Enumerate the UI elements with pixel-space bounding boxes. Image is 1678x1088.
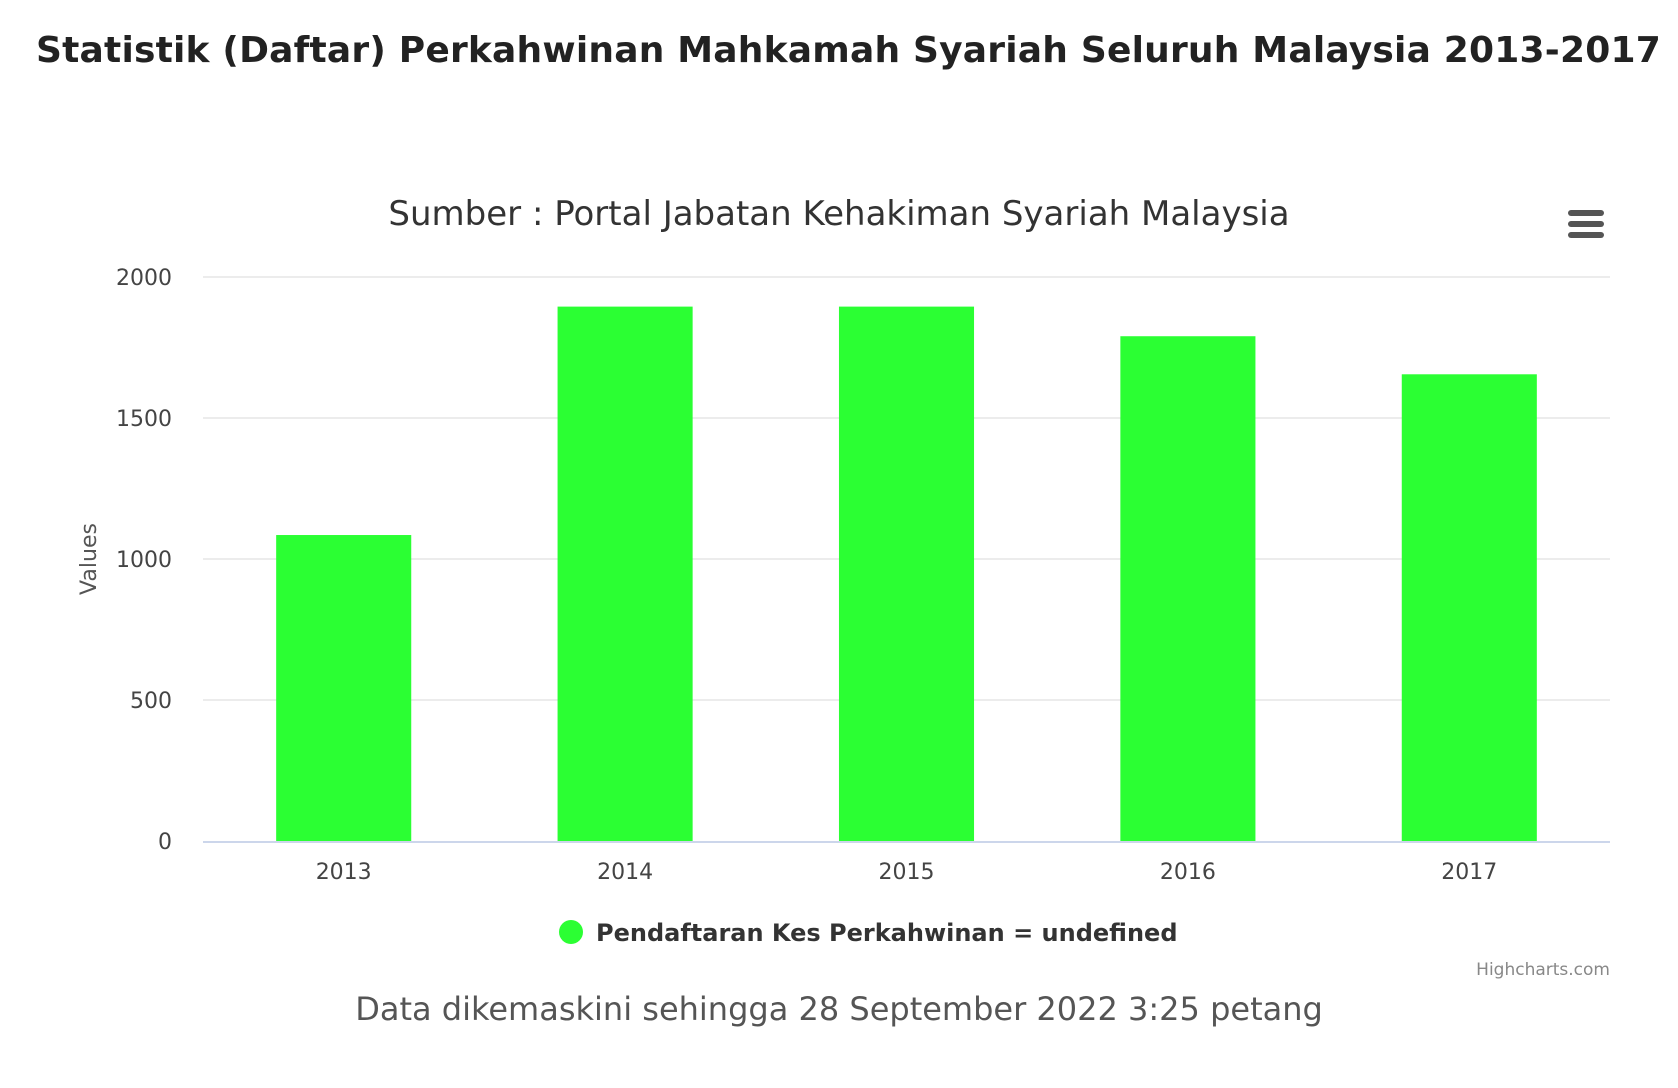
bar-2016[interactable] (1120, 336, 1256, 841)
bar-2013[interactable] (276, 535, 412, 841)
x-tick-label: 2016 (1160, 860, 1216, 885)
last-updated-note: Data dikemaskini sehingga 28 September 2… (355, 990, 1323, 1028)
legend-label: Pendaftaran Kes Perkahwinan = undefined (596, 919, 1178, 947)
bar-2015[interactable] (838, 306, 975, 841)
x-tick-label: 2015 (879, 860, 935, 885)
bar-2014[interactable] (557, 306, 693, 841)
menu-line (1568, 221, 1604, 227)
y-axis-title: Values (77, 523, 102, 595)
legend-symbol (559, 920, 583, 944)
bar-2017[interactable] (1401, 374, 1537, 841)
y-tick-label: 500 (130, 689, 172, 714)
legend-item[interactable]: Pendaftaran Kes Perkahwinan = undefined (559, 919, 1178, 947)
hamburger-menu-icon[interactable] (1568, 210, 1604, 240)
x-tick-label: 2014 (597, 860, 653, 885)
y-tick-label: 1500 (116, 407, 172, 432)
x-tick-label: 2017 (1441, 860, 1497, 885)
bars-layer (276, 306, 1537, 841)
chart-title: Sumber : Portal Jabatan Kehakiman Syaria… (388, 194, 1290, 234)
menu-line (1568, 210, 1604, 216)
y-tick-label: 0 (158, 830, 172, 855)
x-tick-label: 2013 (316, 860, 372, 885)
y-tick-label: 1000 (116, 548, 172, 573)
legend-layer: Pendaftaran Kes Perkahwinan = undefined (559, 919, 1178, 947)
y-tick-label: 2000 (116, 266, 172, 291)
axis-layer: 0 500 1000 1500 2000 2013 2014 2015 2016 2017 Valu… (77, 266, 1610, 885)
highcharts-credits[interactable]: Highcharts.com (1476, 960, 1610, 980)
page-title: Statistik (Daftar) Perkahwinan Mahkamah … (36, 30, 1661, 71)
menu-line (1568, 232, 1604, 238)
